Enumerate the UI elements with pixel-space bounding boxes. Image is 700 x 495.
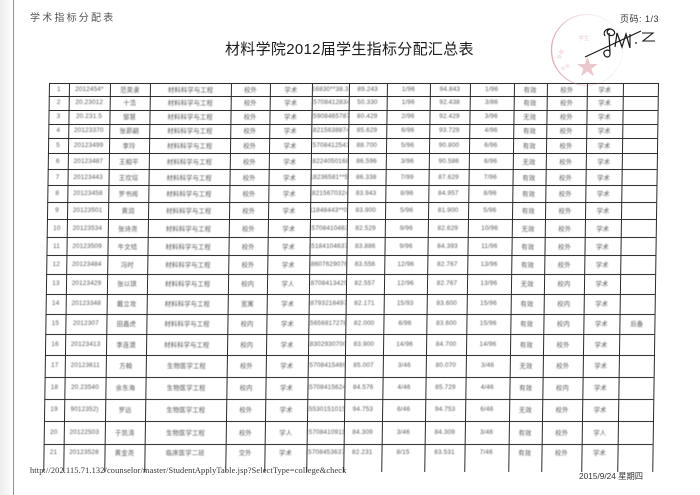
svg-text:专用: 专用: [559, 62, 571, 73]
svg-text:处理: 处理: [556, 48, 566, 60]
